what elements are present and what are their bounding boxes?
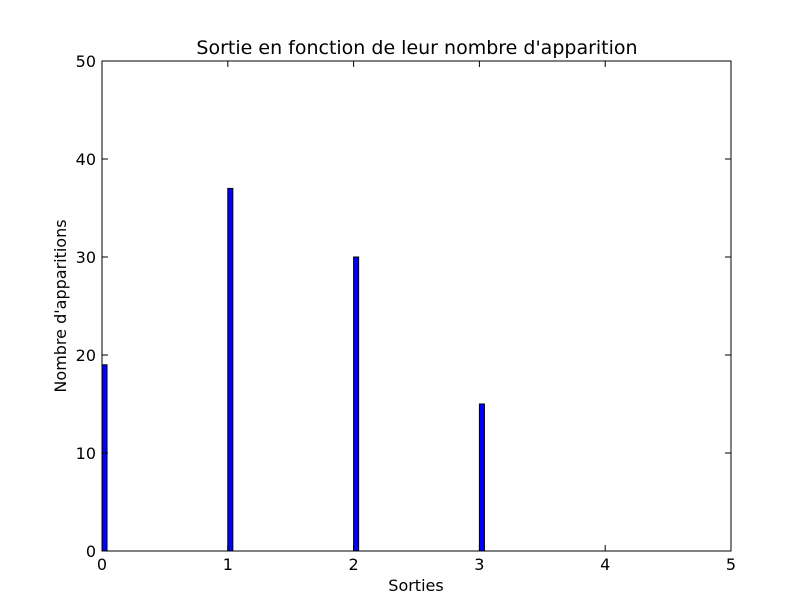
y-tick-label-0: 0 [86,542,96,561]
y-tick-label-50: 50 [76,52,96,71]
bar-1 [227,187,234,552]
bar-3 [478,403,485,552]
y-tick-label-30: 30 [76,248,96,267]
y-axis-label: Nombre d'apparitions [51,219,70,392]
x-tick-label-0: 0 [97,555,107,574]
y-tick-label-40: 40 [76,150,96,169]
x-tick-label-3: 3 [474,555,484,574]
x-tick-label-1: 1 [223,555,233,574]
bar-2 [353,256,360,552]
x-tick-label-2: 2 [349,555,359,574]
y-tick-label-20: 20 [76,346,96,365]
x-axis-label: Sorties [388,576,443,595]
plot-frame [101,60,732,552]
chart-title: Sortie en fonction de leur nombre d'appa… [196,37,637,59]
x-tick-label-4: 4 [600,555,610,574]
y-tick-label-10: 10 [76,444,96,463]
bar-0 [101,364,108,552]
x-tick-label-5: 5 [726,555,736,574]
